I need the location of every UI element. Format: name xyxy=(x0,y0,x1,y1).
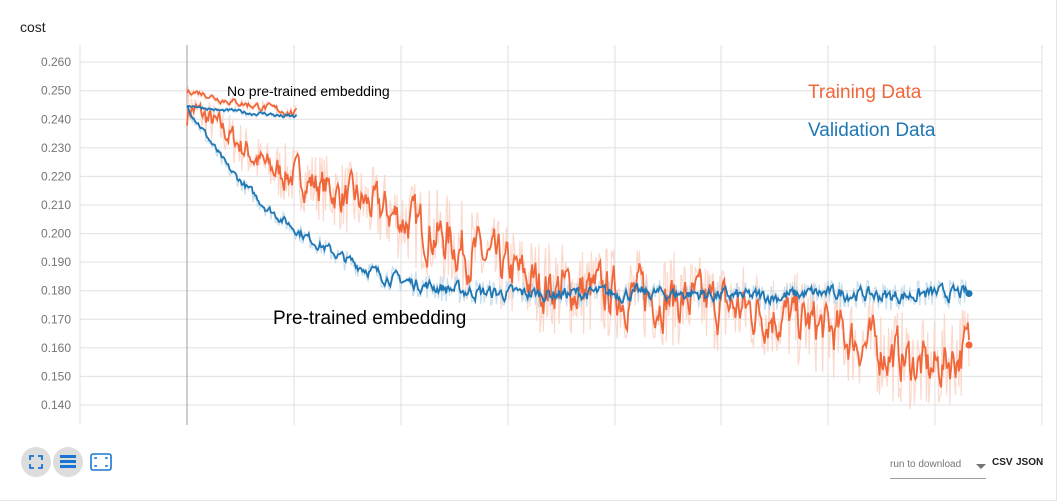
y-tick-label: 0.250 xyxy=(41,84,71,98)
list-icon xyxy=(60,455,76,468)
series-layer xyxy=(186,88,973,388)
cost-chart: 0.260 0.250 0.240 0.230 0.220 0.210 0.200 0.190… xyxy=(41,45,1043,425)
series-endpoint-validation xyxy=(965,290,973,298)
y-tick-label: 0.240 xyxy=(41,112,71,126)
y-tick-label: 0.230 xyxy=(41,141,71,155)
y-tick-label: 0.160 xyxy=(41,341,71,355)
raw-line-training xyxy=(186,85,297,120)
y-tick-label: 0.140 xyxy=(41,398,71,412)
card-title: cost xyxy=(20,19,46,35)
y-tick-label: 0.220 xyxy=(41,169,71,183)
series-endpoint-training xyxy=(965,341,973,349)
y-tick-label: 0.210 xyxy=(41,198,71,212)
y-tick-label: 0.190 xyxy=(41,255,71,269)
series-line-training xyxy=(186,101,970,388)
download-placeholder: run to download xyxy=(890,459,962,470)
series-line-validation xyxy=(186,104,298,119)
annotation-no-pretrained: No pre-trained embedding xyxy=(227,83,390,99)
json-link[interactable]: JSON xyxy=(1016,457,1044,468)
toggle-data-button[interactable] xyxy=(53,447,83,477)
run-download-select[interactable]: run to download xyxy=(890,456,986,479)
legend-validation: Validation Data xyxy=(808,120,936,141)
y-tick-label: 0.150 xyxy=(41,369,71,383)
y-tick-label: 0.170 xyxy=(41,312,71,326)
y-tick-label: 0.200 xyxy=(41,227,71,241)
y-tick-label: 0.180 xyxy=(41,284,71,298)
legend-training: Training Data xyxy=(808,82,922,103)
grid-layer xyxy=(79,45,1043,425)
fullscreen-icon xyxy=(29,455,43,469)
series-line-validation xyxy=(186,105,970,307)
chevron-down-icon xyxy=(976,464,986,469)
series-line-training xyxy=(186,88,298,118)
fullscreen-button[interactable] xyxy=(21,447,51,477)
fit-domain-icon xyxy=(90,453,112,471)
y-tick-labels: 0.260 0.250 0.240 0.230 0.220 0.210 0.200 0.190… xyxy=(41,55,71,412)
fit-domain-button[interactable] xyxy=(86,447,116,477)
y-tick-label: 0.260 xyxy=(41,55,71,69)
csv-link[interactable]: CSV xyxy=(992,457,1013,468)
annotation-pretrained: Pre-trained embedding xyxy=(273,308,466,329)
